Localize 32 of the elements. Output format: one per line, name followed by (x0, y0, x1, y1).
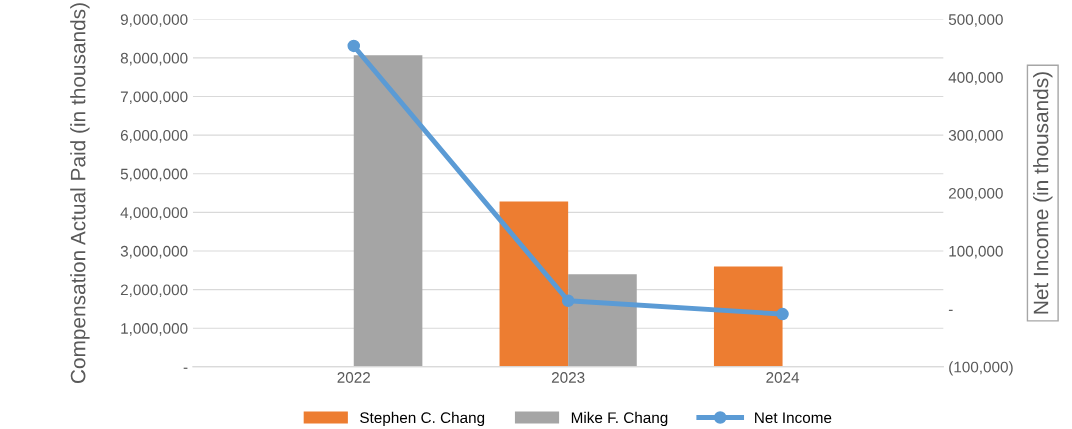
y-tick-label: 7,000,000 (120, 91, 188, 105)
bar (353, 55, 423, 367)
bar (499, 201, 569, 367)
y-tick-label: - (183, 367, 188, 369)
legend-label: Net Income (755, 412, 832, 424)
y2-axis-title: Net Income (in thousands) (1033, 72, 1053, 314)
y-tick-label: 3,000,000 (120, 245, 188, 259)
y-tick-label: 2,000,000 (120, 284, 188, 298)
point (347, 39, 361, 53)
point (776, 307, 789, 321)
bar (713, 266, 783, 367)
y-axis-title: Compensation Actual Paid (in thousands) (70, 3, 90, 384)
legend-label: Stephen C. Chang (360, 411, 485, 427)
legend-label: Mike F. Chang (571, 411, 668, 427)
y2-tick-label: (100,000) (949, 361, 1013, 376)
y2-tick-label: 100,000 (949, 245, 1003, 259)
x-tick-label: 2023 (551, 372, 585, 383)
y-tick-label: 5,000,000 (120, 168, 188, 182)
y-tick-label: 1,000,000 (121, 323, 188, 336)
y2-tick-label: - (948, 309, 953, 311)
x-tick-label: 2024 (766, 372, 800, 383)
point (561, 294, 575, 308)
y-tick-label: 8,000,000 (120, 52, 188, 66)
y2-tick-label: 500,000 (948, 14, 1003, 27)
y-tick-label: 6,000,000 (120, 130, 188, 143)
y2-tick-label: 300,000 (948, 130, 1003, 143)
y2-tick-label: 400,000 (948, 72, 1003, 85)
bar (568, 274, 637, 367)
y-tick-label: 4,000,000 (120, 207, 188, 220)
y2-tick-label: 200,000 (948, 187, 1003, 201)
x-tick-label: 2022 (337, 372, 370, 383)
y-tick-label: 9,000,000 (120, 14, 188, 27)
